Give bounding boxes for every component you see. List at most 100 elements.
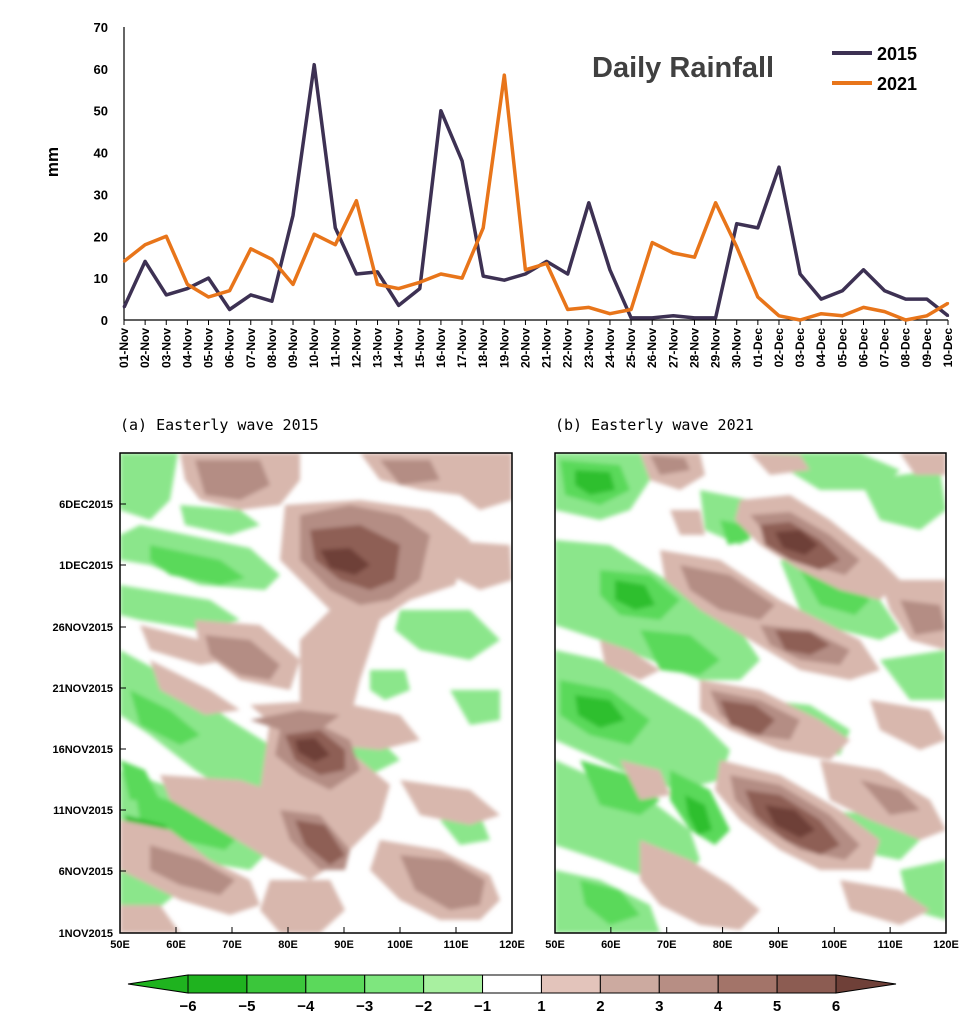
x-tick-label: 11-Nov (328, 328, 342, 368)
data-point-2021 (629, 308, 633, 311)
data-point-2015 (798, 272, 802, 276)
x-tick-label: 100E (387, 939, 413, 951)
x-tick-label: 120E (933, 939, 959, 951)
data-point-2021 (608, 312, 612, 315)
x-tick-label: 22-Nov (561, 328, 575, 368)
chart-title: Daily Rainfall (592, 52, 774, 84)
panel-a-negative-strong (120, 545, 245, 850)
colorbar: −6 −5 −4 −3 −2 −1 1 2 3 4 5 6 (127, 974, 897, 1015)
data-point-2015 (355, 272, 358, 276)
x-tick-label: 21-Nov (540, 328, 554, 368)
data-point-2021 (376, 283, 379, 286)
x-tick-label: 29-Nov (709, 328, 723, 368)
x-tick-label: 60E (601, 939, 621, 951)
x-tick-label: 01-Nov (117, 328, 131, 368)
x-tick-label: 25-Nov (624, 328, 638, 368)
panel-b-negative-core (575, 470, 712, 835)
panel-a-contours (120, 453, 512, 933)
x-tick-label: 02-Dec (772, 328, 786, 368)
data-point-2021 (143, 243, 147, 246)
x-tick-label: 09-Nov (286, 328, 300, 368)
y-axis-label: mm (43, 147, 62, 177)
data-point-2015 (291, 214, 295, 217)
x-tick-label: 08-Nov (265, 328, 279, 368)
data-point-2021 (418, 281, 421, 284)
colorbar-swatch (246, 974, 307, 994)
y-axis-ticks: 0 10 20 30 40 50 60 70 (94, 20, 108, 328)
x-tick-label: 14-Nov (392, 328, 406, 368)
x-tick-label: 02-Nov (138, 328, 152, 368)
panel-b-x-axis-ticks: 50E 60E 70E 80E 90E 100E 110E 120E (545, 927, 959, 951)
data-point-2015 (165, 293, 168, 297)
data-point-2015 (862, 268, 865, 271)
x-tick-label: 07-Dec (878, 328, 892, 368)
colorbar-label: −1 (474, 998, 491, 1015)
x-tick-label: 24-Nov (603, 328, 617, 368)
data-point-2021 (439, 272, 443, 276)
x-tick-label: 04-Dec (814, 328, 828, 368)
legend: 2015 2021 (832, 44, 917, 94)
easterly-wave-2015-panel: (a) Easterly wave 2015 (52, 416, 561, 951)
x-tick-label: 110E (878, 939, 903, 951)
colorbar-label: 5 (773, 998, 781, 1015)
colorbar-label: 2 (596, 998, 604, 1015)
panel-a-y-axis-ticks: 1NOV2015 6NOV2015 11NOV2015 16NOV2015 21NOV2… (52, 499, 561, 940)
data-point-2015 (756, 226, 760, 230)
x-tick-label: 05-Dec (835, 328, 849, 368)
data-point-2021 (122, 260, 126, 263)
data-point-2021 (925, 314, 929, 318)
colorbar-swatch (540, 974, 601, 994)
x-tick-label: 08-Dec (899, 328, 913, 368)
colorbar-label: −2 (415, 998, 432, 1015)
x-tick-label: 90E (769, 939, 789, 951)
y-tick-label: 0 (101, 313, 108, 328)
x-tick-label: 16-Nov (434, 328, 448, 368)
panel-a-positive-core (295, 548, 370, 762)
data-point-2021 (841, 314, 844, 318)
data-point-2021 (334, 243, 337, 246)
data-point-2021 (355, 199, 358, 202)
data-point-2021 (798, 318, 802, 322)
data-point-2015 (587, 201, 591, 204)
x-tick-label: 06-Nov (223, 328, 237, 368)
x-tick-label: 09-Dec (920, 328, 934, 368)
data-point-2021 (270, 258, 274, 261)
x-tick-label: 03-Nov (159, 328, 173, 368)
colorbar-label: 4 (714, 998, 723, 1015)
data-point-2021 (524, 268, 527, 271)
data-point-2021 (672, 251, 675, 255)
colorbar-label: 3 (655, 998, 663, 1015)
legend-label-2015: 2015 (877, 44, 917, 64)
data-point-2015 (312, 63, 316, 66)
data-point-2015 (714, 316, 717, 320)
data-point-2021 (503, 73, 506, 77)
line-series-2015 (122, 62, 950, 320)
x-tick-label: 60E (166, 939, 186, 951)
y-tick-label: 20 (94, 229, 108, 244)
colorbar-swatch (658, 974, 719, 994)
colorbar-label: 6 (832, 998, 840, 1015)
data-point-2015 (735, 222, 738, 225)
x-tick-label: 23-Nov (582, 328, 596, 368)
x-tick-label: 50E (110, 939, 130, 951)
data-point-2021 (312, 232, 316, 236)
colorbar-label: 1 (537, 998, 545, 1015)
data-point-2015 (503, 279, 506, 282)
data-point-2015 (249, 293, 252, 297)
y-tick-label: 26NOV2015 (52, 622, 113, 634)
data-point-2021 (587, 306, 591, 309)
x-axis-ticks: 01-Nov 02-Nov 03-Nov 04-Nov 05-Nov 06-Nov 07-N… (117, 320, 955, 368)
x-tick-label: 100E (821, 939, 847, 951)
data-point-2015 (925, 297, 929, 301)
x-tick-label: 13-Nov (371, 328, 385, 368)
data-point-2015 (841, 289, 844, 292)
data-point-2015 (376, 270, 379, 274)
y-tick-label: 60 (94, 62, 108, 77)
y-tick-label: 6DEC2015 (59, 499, 113, 511)
x-tick-label: 01-Dec (751, 328, 765, 368)
x-tick-label: 04-Nov (180, 328, 194, 368)
data-point-2015 (228, 308, 231, 311)
y-tick-label: 21NOV2015 (52, 683, 113, 695)
data-point-2015 (883, 289, 886, 292)
data-point-2015 (608, 268, 612, 271)
